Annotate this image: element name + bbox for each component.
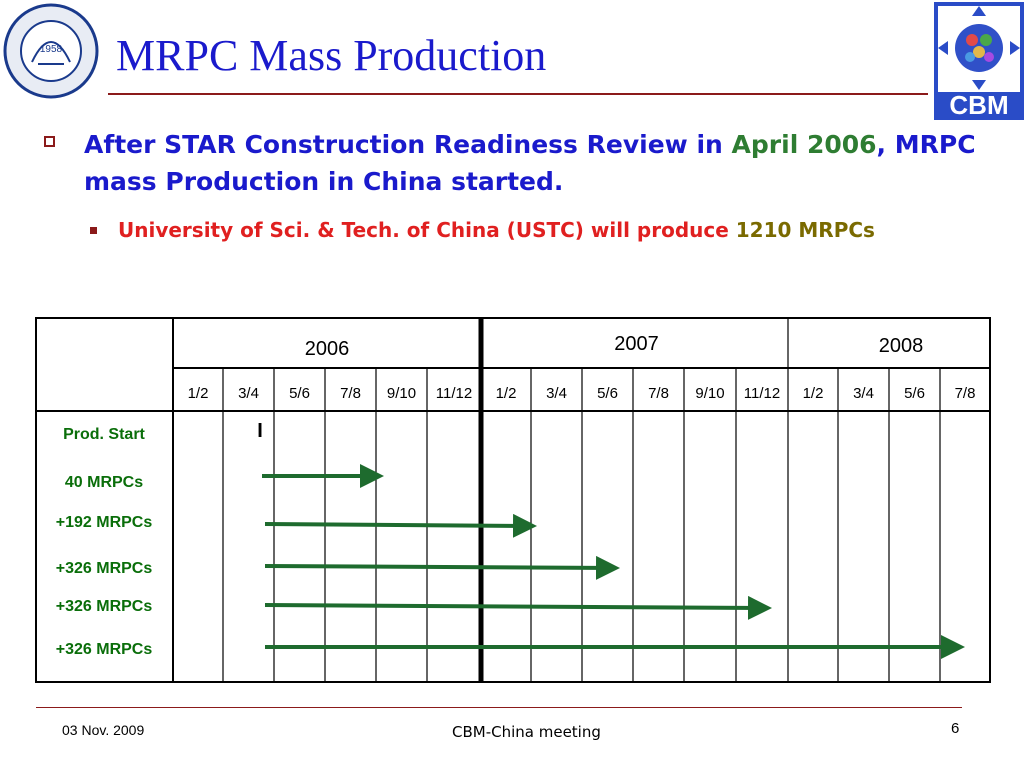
footer-date: 03 Nov. 2009 [62,722,145,738]
month-label: 5/6 [904,385,925,402]
month-label: 9/10 [695,385,724,402]
year-label: 2006 [305,338,350,360]
cbm-logo-text: CBM [949,90,1008,120]
prod-start-marker: I [257,420,263,442]
month-label: 11/12 [436,385,472,402]
month-label: 7/8 [648,385,669,402]
month-label: 7/8 [955,385,976,402]
month-label: 5/6 [597,385,618,402]
slide-title: MRPC Mass Production [116,31,547,80]
cbm-logo: CBM [934,2,1024,120]
title-divider [108,93,928,95]
bullet2-text-highlight: 1210 MRPCs [735,218,875,242]
timeline-arrow [264,555,620,580]
month-label: 3/4 [546,385,567,402]
bullet-level2: University of Sci. & Tech. of China (UST… [118,216,938,245]
row-label: 40 MRPCs [65,474,143,491]
ustc-logo: 1958 [3,3,99,99]
year-label: 2008 [879,335,924,357]
row-label: +326 MRPCs [56,598,153,615]
bullet2-text-a: University of Sci. & Tech. of China (UST… [118,218,736,242]
row-label: +326 MRPCs [56,641,153,658]
footer-meeting: CBM-China meeting [452,723,601,741]
ustc-logo-year: 1958 [40,44,63,55]
timeline-arrow [264,513,537,538]
page-number: 6 [951,720,960,737]
timeline-arrow [264,595,772,620]
row-label: +326 MRPCs [56,560,153,577]
bullet1-text-a: After STAR Construction Readiness Review… [84,130,732,159]
table-border [35,317,991,683]
month-label: 11/12 [744,385,780,402]
month-label: 1/2 [188,385,209,402]
month-label: 1/2 [803,385,824,402]
bullet-marker-level1 [44,136,55,147]
bullet1-text-highlight: April 2006 [731,130,877,159]
month-label: 3/4 [853,385,874,402]
row-label: +192 MRPCs [56,514,153,531]
month-label: 1/2 [496,385,517,402]
year-label: 2007 [614,333,659,355]
bullet1-text-c: , MRPC mass Production in China started. [84,130,976,196]
footer-divider [36,707,962,708]
bullet-marker-level2 [90,227,97,234]
month-label: 5/6 [289,385,310,402]
month-label: 3/4 [238,385,259,402]
row-label: Prod. Start [63,426,145,443]
bullet-level1: After STAR Construction Readiness Review… [84,126,984,200]
month-label: 7/8 [340,385,361,402]
month-label: 9/10 [387,385,416,402]
